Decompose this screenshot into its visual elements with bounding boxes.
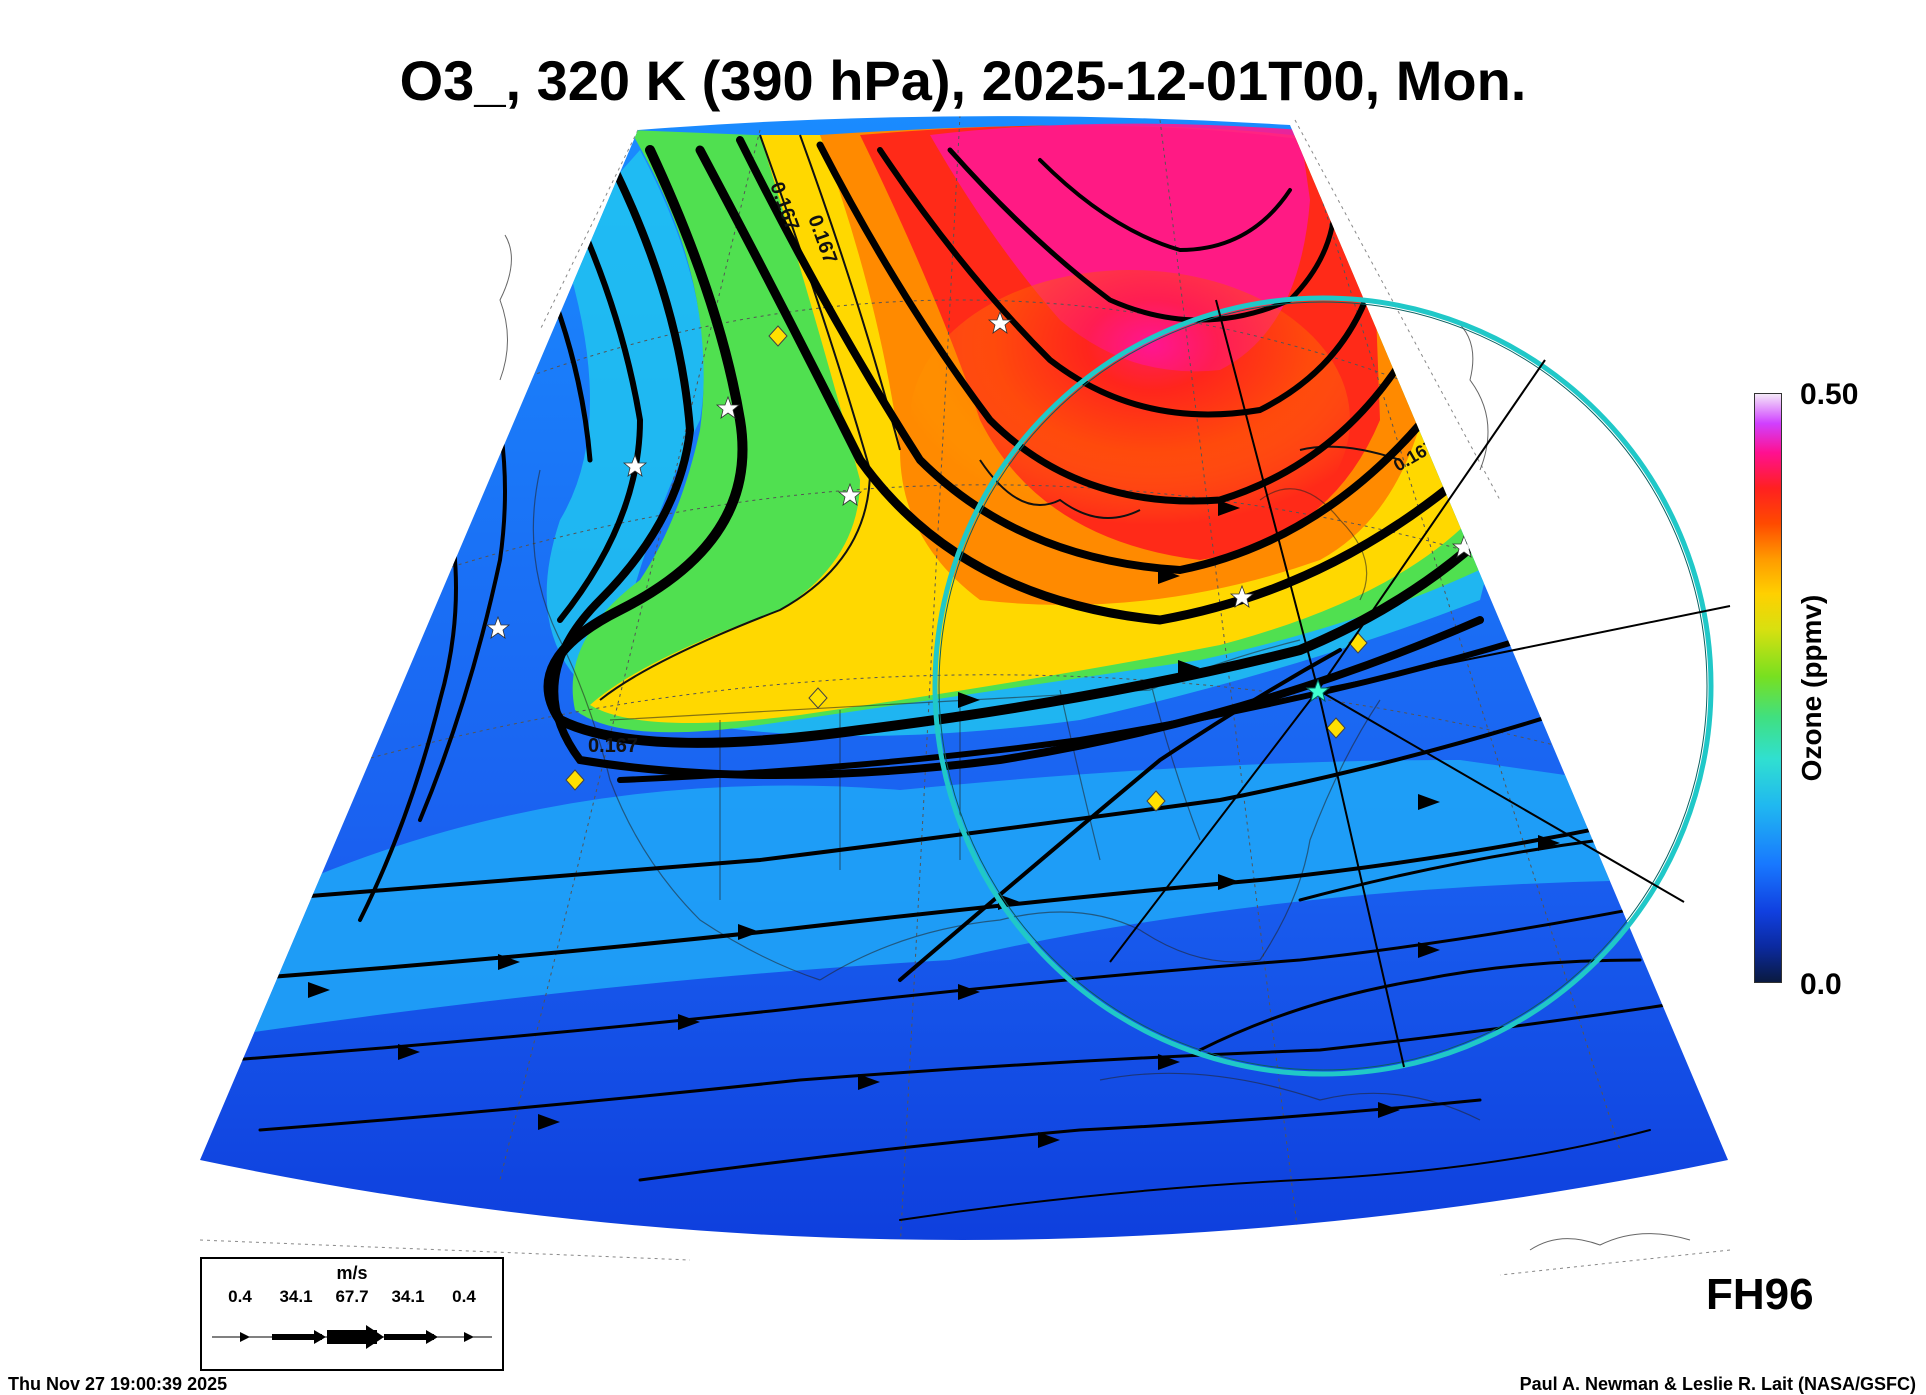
graticule xyxy=(229,116,1681,1241)
trajectory-ring xyxy=(932,295,1714,1077)
streamlines xyxy=(228,136,1702,1221)
contour-label: 0.167 xyxy=(588,735,638,757)
credit-line: Paul A. Newman & Leslie R. Lait (NASA/GS… xyxy=(1519,1374,1916,1394)
trajectory-ring-inner xyxy=(938,301,1708,1071)
ozone-band-light xyxy=(200,760,1700,1040)
map-title: O3_, 320 K (390 hPa), 2025-12-01T00, Mon… xyxy=(399,49,1527,112)
colorbar-min-label: 0.0 xyxy=(1800,968,1842,1001)
station-stars xyxy=(485,310,1477,639)
colorbar-max-label: 0.50 xyxy=(1800,378,1859,411)
colorbar-title: Ozone (ppmv) xyxy=(1796,594,1827,782)
graticule-outer xyxy=(199,119,1731,1276)
trajectory-lines xyxy=(1109,299,1731,1068)
wind-legend-value: 67.7 xyxy=(335,1287,369,1306)
station-diamonds xyxy=(565,325,1368,812)
wind-legend-unit: m/s xyxy=(336,1263,368,1283)
wind-legend-value: 0.4 xyxy=(452,1287,476,1306)
generation-timestamp: Thu Nov 27 19:00:39 2025 xyxy=(8,1374,228,1394)
wind-legend-value: 34.1 xyxy=(391,1287,425,1306)
wind-legend: m/s 0.4 34.1 67.7 34.1 0.4 xyxy=(200,1257,504,1371)
launch-site-marker xyxy=(1305,678,1331,703)
ozone-colorbar xyxy=(1754,393,1782,983)
forecast-hour: FH96 xyxy=(1706,1270,1814,1319)
wind-legend-value: 0.4 xyxy=(228,1287,252,1306)
ozone-hotspot xyxy=(910,270,1350,570)
wind-legend-arrows xyxy=(212,1325,492,1349)
streamline-arrows xyxy=(308,500,1580,1148)
wind-legend-value: 34.1 xyxy=(279,1287,313,1306)
country-outlines xyxy=(532,469,1481,1121)
